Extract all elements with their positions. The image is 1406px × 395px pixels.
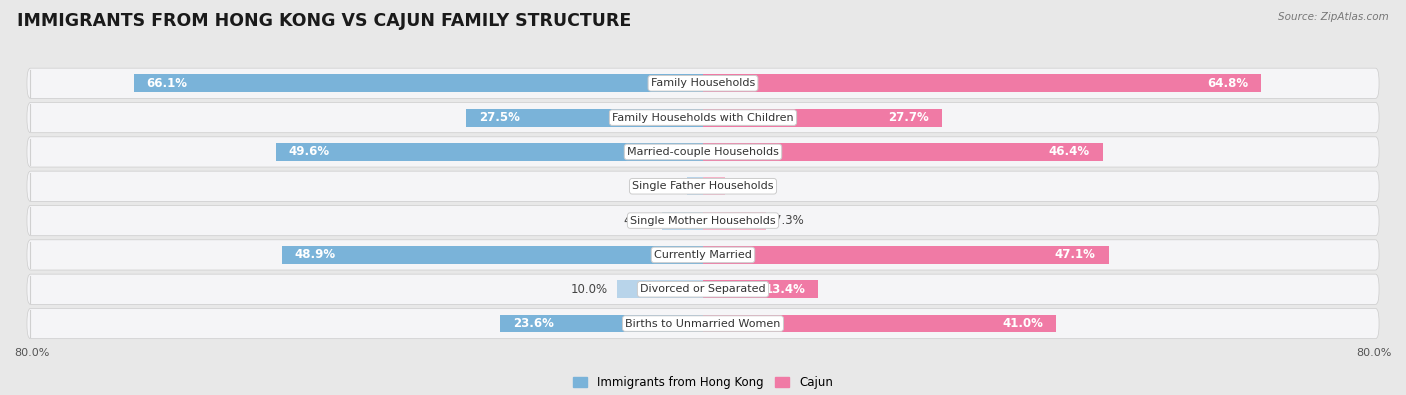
FancyBboxPatch shape	[27, 205, 1379, 236]
Bar	[703, 212, 766, 229]
Bar	[617, 280, 703, 298]
Bar	[703, 109, 942, 126]
Text: Family Households with Children: Family Households with Children	[612, 113, 794, 122]
Text: 80.0%: 80.0%	[1357, 348, 1392, 357]
Text: 13.4%: 13.4%	[765, 283, 806, 296]
FancyBboxPatch shape	[27, 171, 1379, 201]
FancyBboxPatch shape	[27, 308, 1379, 339]
Bar	[662, 212, 703, 229]
Text: 27.5%: 27.5%	[479, 111, 520, 124]
Text: 10.0%: 10.0%	[571, 283, 609, 296]
Bar	[703, 143, 1102, 161]
Text: 46.4%: 46.4%	[1049, 145, 1090, 158]
Bar	[688, 177, 703, 195]
FancyBboxPatch shape	[27, 240, 1379, 270]
Text: Single Father Households: Single Father Households	[633, 181, 773, 191]
Text: Family Households: Family Households	[651, 78, 755, 88]
Text: Source: ZipAtlas.com: Source: ZipAtlas.com	[1278, 12, 1389, 22]
Text: 7.3%: 7.3%	[775, 214, 804, 227]
Text: 4.8%: 4.8%	[623, 214, 652, 227]
Text: Married-couple Households: Married-couple Households	[627, 147, 779, 157]
FancyBboxPatch shape	[27, 102, 1379, 133]
Bar	[703, 246, 1108, 264]
Text: Currently Married: Currently Married	[654, 250, 752, 260]
Bar	[499, 315, 703, 333]
Bar	[134, 74, 703, 92]
Text: 23.6%: 23.6%	[513, 317, 554, 330]
Text: 41.0%: 41.0%	[1002, 317, 1043, 330]
Text: Births to Unmarried Women: Births to Unmarried Women	[626, 319, 780, 329]
Text: 80.0%: 80.0%	[14, 348, 49, 357]
FancyBboxPatch shape	[27, 274, 1379, 304]
Text: 48.9%: 48.9%	[295, 248, 336, 261]
Bar	[467, 109, 703, 126]
Text: IMMIGRANTS FROM HONG KONG VS CAJUN FAMILY STRUCTURE: IMMIGRANTS FROM HONG KONG VS CAJUN FAMIL…	[17, 12, 631, 30]
Bar	[703, 280, 818, 298]
Text: 49.6%: 49.6%	[288, 145, 330, 158]
Text: 1.8%: 1.8%	[650, 180, 679, 193]
Bar	[703, 177, 724, 195]
Bar	[276, 143, 703, 161]
Text: 2.5%: 2.5%	[733, 180, 763, 193]
FancyBboxPatch shape	[27, 137, 1379, 167]
Text: 66.1%: 66.1%	[146, 77, 187, 90]
Bar	[281, 246, 703, 264]
Bar	[703, 315, 1056, 333]
Text: Single Mother Households: Single Mother Households	[630, 216, 776, 226]
Text: 47.1%: 47.1%	[1054, 248, 1095, 261]
Legend: Immigrants from Hong Kong, Cajun: Immigrants from Hong Kong, Cajun	[568, 371, 838, 393]
Text: 27.7%: 27.7%	[887, 111, 928, 124]
Text: Divorced or Separated: Divorced or Separated	[640, 284, 766, 294]
FancyBboxPatch shape	[27, 68, 1379, 98]
Text: 64.8%: 64.8%	[1206, 77, 1249, 90]
Bar	[703, 74, 1261, 92]
